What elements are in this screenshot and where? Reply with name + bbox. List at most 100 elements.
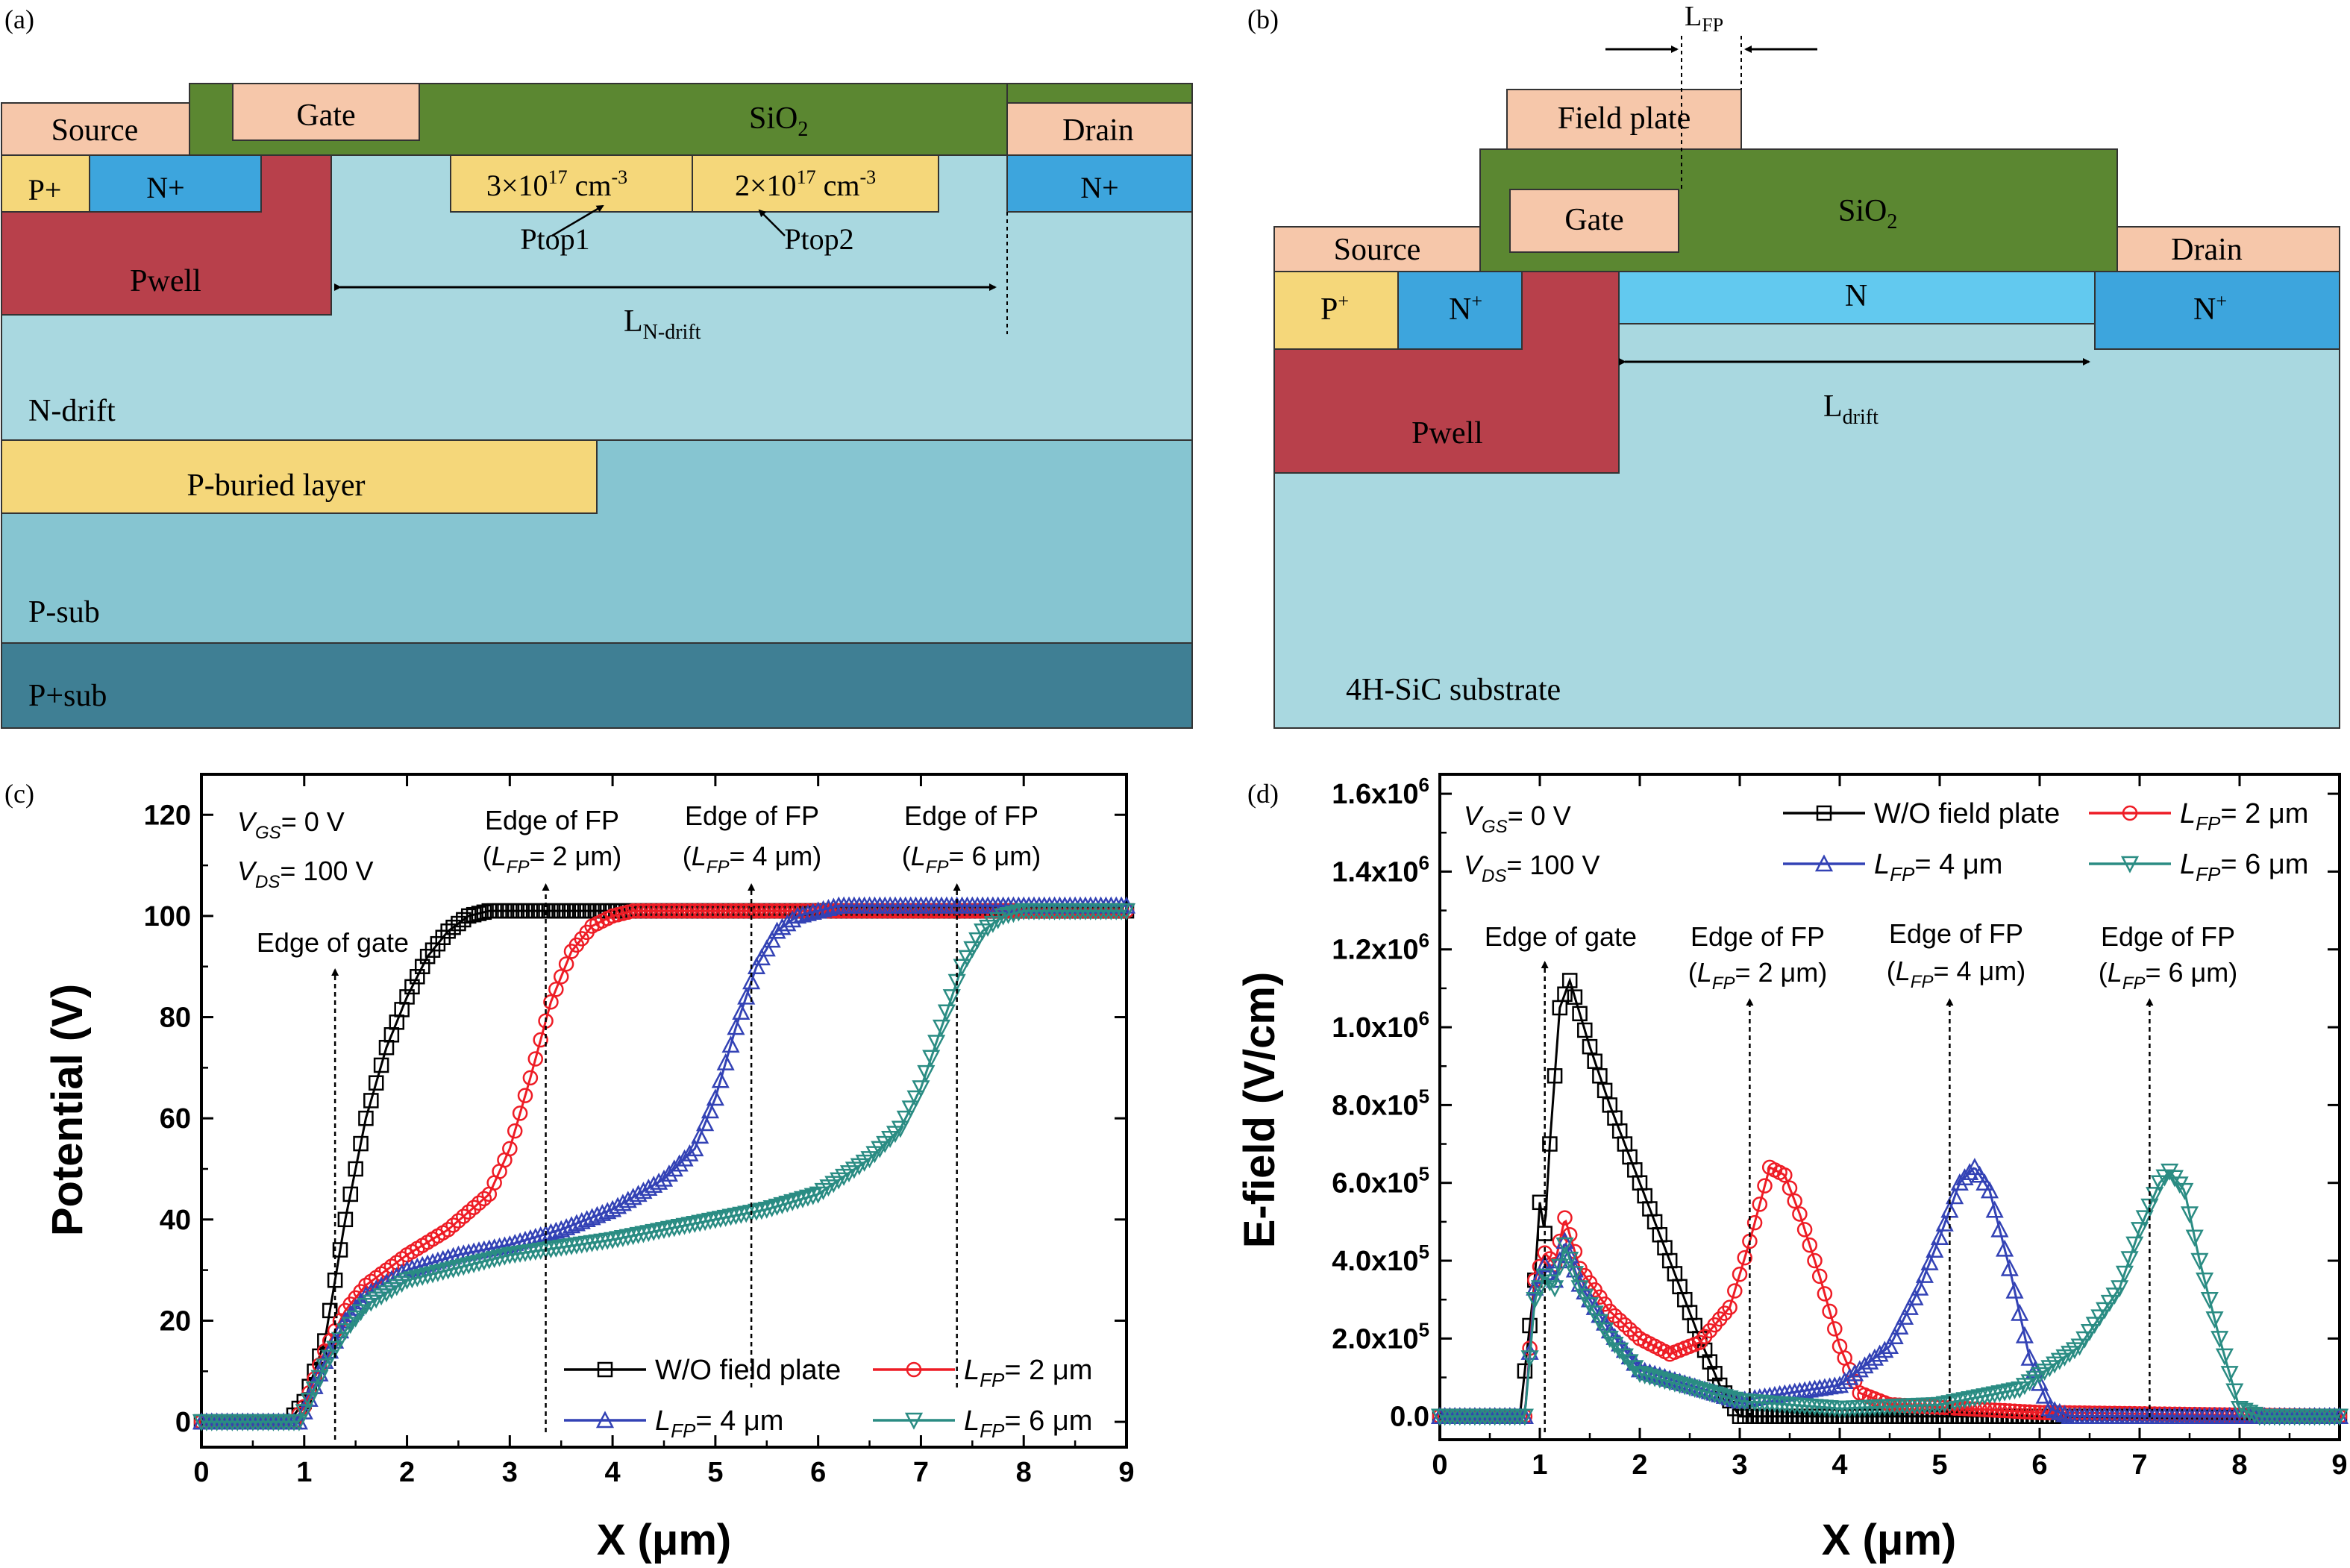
legend-marker	[904, 1412, 924, 1430]
data-point	[2027, 1404, 2043, 1420]
x-tick-label: 2	[399, 1457, 415, 1488]
data-point	[691, 1126, 709, 1144]
series-line	[201, 909, 1127, 1423]
data-point	[1577, 1022, 1593, 1038]
data-point	[1940, 1395, 1959, 1413]
y-axis-title-d: E-field (V/cm)	[1235, 972, 1284, 1249]
data-point	[1526, 1291, 1544, 1309]
data-point	[675, 1217, 694, 1235]
data-point	[762, 1199, 781, 1217]
ldrift-label: LN-drift	[624, 304, 701, 344]
lfp2-annotation-c: (LFP= 2 μm)	[483, 841, 621, 877]
data-point	[1596, 1322, 1614, 1340]
field-plate	[1506, 89, 1742, 150]
data-point	[1546, 1280, 1564, 1298]
data-point	[809, 901, 827, 919]
data-point	[757, 1201, 776, 1219]
y-tick-label: 0	[175, 1407, 191, 1438]
data-point	[1522, 1317, 1538, 1334]
data-point	[1655, 1373, 1674, 1390]
data-point	[728, 903, 744, 919]
data-point	[2135, 1210, 2154, 1228]
data-point	[742, 972, 761, 990]
data-point	[783, 1194, 802, 1211]
data-point	[1996, 1402, 2013, 1419]
data-point	[1787, 1193, 1802, 1209]
data-point	[1980, 1181, 1999, 1199]
data-point	[665, 1159, 683, 1177]
series-line	[1440, 1167, 2340, 1418]
data-point	[2180, 1206, 2199, 1224]
data-point	[1520, 1350, 1539, 1368]
data-point	[2220, 1366, 2239, 1384]
data-point	[456, 1208, 471, 1224]
x-tick-label: 4	[605, 1457, 621, 1488]
data-point	[927, 1035, 946, 1053]
edge-guides-d	[1541, 961, 2154, 1432]
y-tick-label: 80	[160, 1003, 191, 1034]
data-point	[1611, 1312, 1628, 1329]
data-point	[1561, 973, 1578, 988]
sio2-label: SiO2	[749, 101, 808, 141]
data-point	[891, 1120, 909, 1138]
series-2	[1432, 1159, 2348, 1424]
lfp-label: LFP	[1685, 1, 1723, 36]
data-point	[963, 941, 982, 959]
data-point	[645, 1223, 663, 1241]
data-point	[1792, 1206, 1808, 1222]
data-point	[696, 1114, 715, 1132]
data-point	[732, 1206, 751, 1224]
data-point	[604, 1232, 622, 1249]
drain-contact-b	[2116, 226, 2340, 272]
data-point	[465, 1255, 483, 1273]
data-point	[1009, 904, 1028, 922]
data-point	[2007, 1403, 2022, 1419]
edge-gate-annotation-d: Edge of gate	[1485, 921, 1637, 952]
psub-label: P-sub	[28, 595, 100, 630]
gate-electrode	[232, 83, 420, 141]
data-point	[2146, 1187, 2164, 1205]
data-point	[413, 1268, 432, 1286]
series-4	[1430, 1163, 2349, 1426]
data-point	[542, 1223, 560, 1241]
x-tick-label: 8	[1016, 1457, 1032, 1488]
data-point	[1961, 1390, 1979, 1408]
data-point	[1555, 1237, 1574, 1255]
data-point	[466, 906, 482, 923]
data-point	[723, 903, 739, 919]
data-point	[1526, 1278, 1544, 1296]
data-point	[471, 1195, 487, 1211]
data-point	[1587, 1053, 1602, 1069]
data-point	[2125, 1236, 2144, 1254]
data-point	[1705, 1386, 1724, 1404]
data-point	[2011, 1403, 2028, 1420]
legend-marker	[1816, 805, 1832, 821]
data-point	[433, 1264, 452, 1282]
data-point	[1570, 1280, 1589, 1298]
data-point	[471, 906, 487, 921]
x-tick-label: 8	[2231, 1449, 2247, 1481]
data-point	[1996, 1239, 2014, 1257]
data-point	[651, 903, 667, 919]
data-point	[2040, 1399, 2059, 1417]
data-point	[1961, 1401, 1978, 1417]
data-point	[1650, 1371, 1669, 1389]
data-point	[1885, 1327, 1904, 1345]
panel-c-tag: (c)	[4, 779, 34, 809]
lfp6-annotation-c: (LFP= 6 μm)	[902, 841, 1041, 877]
data-point	[1726, 1391, 1744, 1409]
data-point	[2075, 1331, 2094, 1349]
data-point	[1591, 1314, 1609, 1332]
data-point	[1990, 1385, 2009, 1403]
data-point	[711, 1070, 730, 1088]
data-point	[1996, 1384, 2014, 1402]
y-axis-title-c: Potential (V)	[43, 984, 92, 1236]
pplus-region-b	[1273, 271, 1399, 350]
p-buried-label: P-buried layer	[187, 468, 365, 503]
pplus-label-b: P+	[1320, 290, 1349, 327]
data-point	[398, 1272, 416, 1290]
data-point	[1641, 1368, 1659, 1386]
data-point	[937, 1004, 956, 1022]
data-point	[1950, 1173, 1969, 1191]
panel-d-tag: (d)	[1247, 779, 1279, 809]
